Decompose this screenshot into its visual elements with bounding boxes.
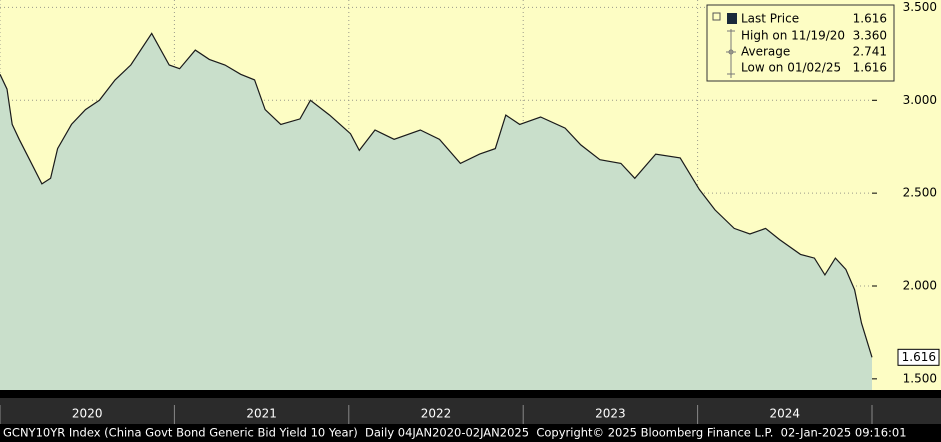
legend-label: Low on 01/02/25 (741, 61, 841, 75)
x-tick-label: 2022 (421, 407, 452, 421)
y-tick-label: 2.000 (903, 279, 937, 293)
legend-label: Average (741, 45, 790, 59)
legend-value: 1.616 (853, 12, 887, 26)
x-tick-label: 2021 (246, 407, 277, 421)
legend: Last Price High on 11/19/20 Average Low … (706, 4, 895, 82)
legend-value: 2.741 (853, 45, 887, 59)
legend-label: High on 11/19/20 (741, 29, 845, 43)
y-tick-label: 3.000 (903, 93, 937, 107)
y-tick-label: 3.500 (903, 0, 937, 14)
x-tick-label: 2023 (595, 407, 626, 421)
footer: GCNY10YR Index (China Govt Bond Generic … (3, 426, 907, 440)
area (0, 33, 872, 391)
last-price-tag (897, 348, 940, 366)
x-axis-band (0, 398, 941, 424)
legend-value: 3.360 (853, 29, 887, 43)
legend-box (706, 4, 895, 82)
last-price-label: 1.616 (902, 350, 936, 364)
y-tick-label: 1.500 (903, 371, 937, 385)
line (0, 32, 873, 358)
legend-swatch (727, 13, 737, 24)
legend-avg-dot (728, 49, 734, 55)
legend-label: Last Price (741, 12, 799, 26)
x-tick-label: 2020 (72, 407, 103, 421)
x-tick-label: 2024 (770, 407, 801, 421)
legend-toggle[interactable] (712, 12, 721, 21)
y-tick-label: 2.500 (903, 186, 937, 200)
legend-value: 1.616 (853, 61, 887, 75)
